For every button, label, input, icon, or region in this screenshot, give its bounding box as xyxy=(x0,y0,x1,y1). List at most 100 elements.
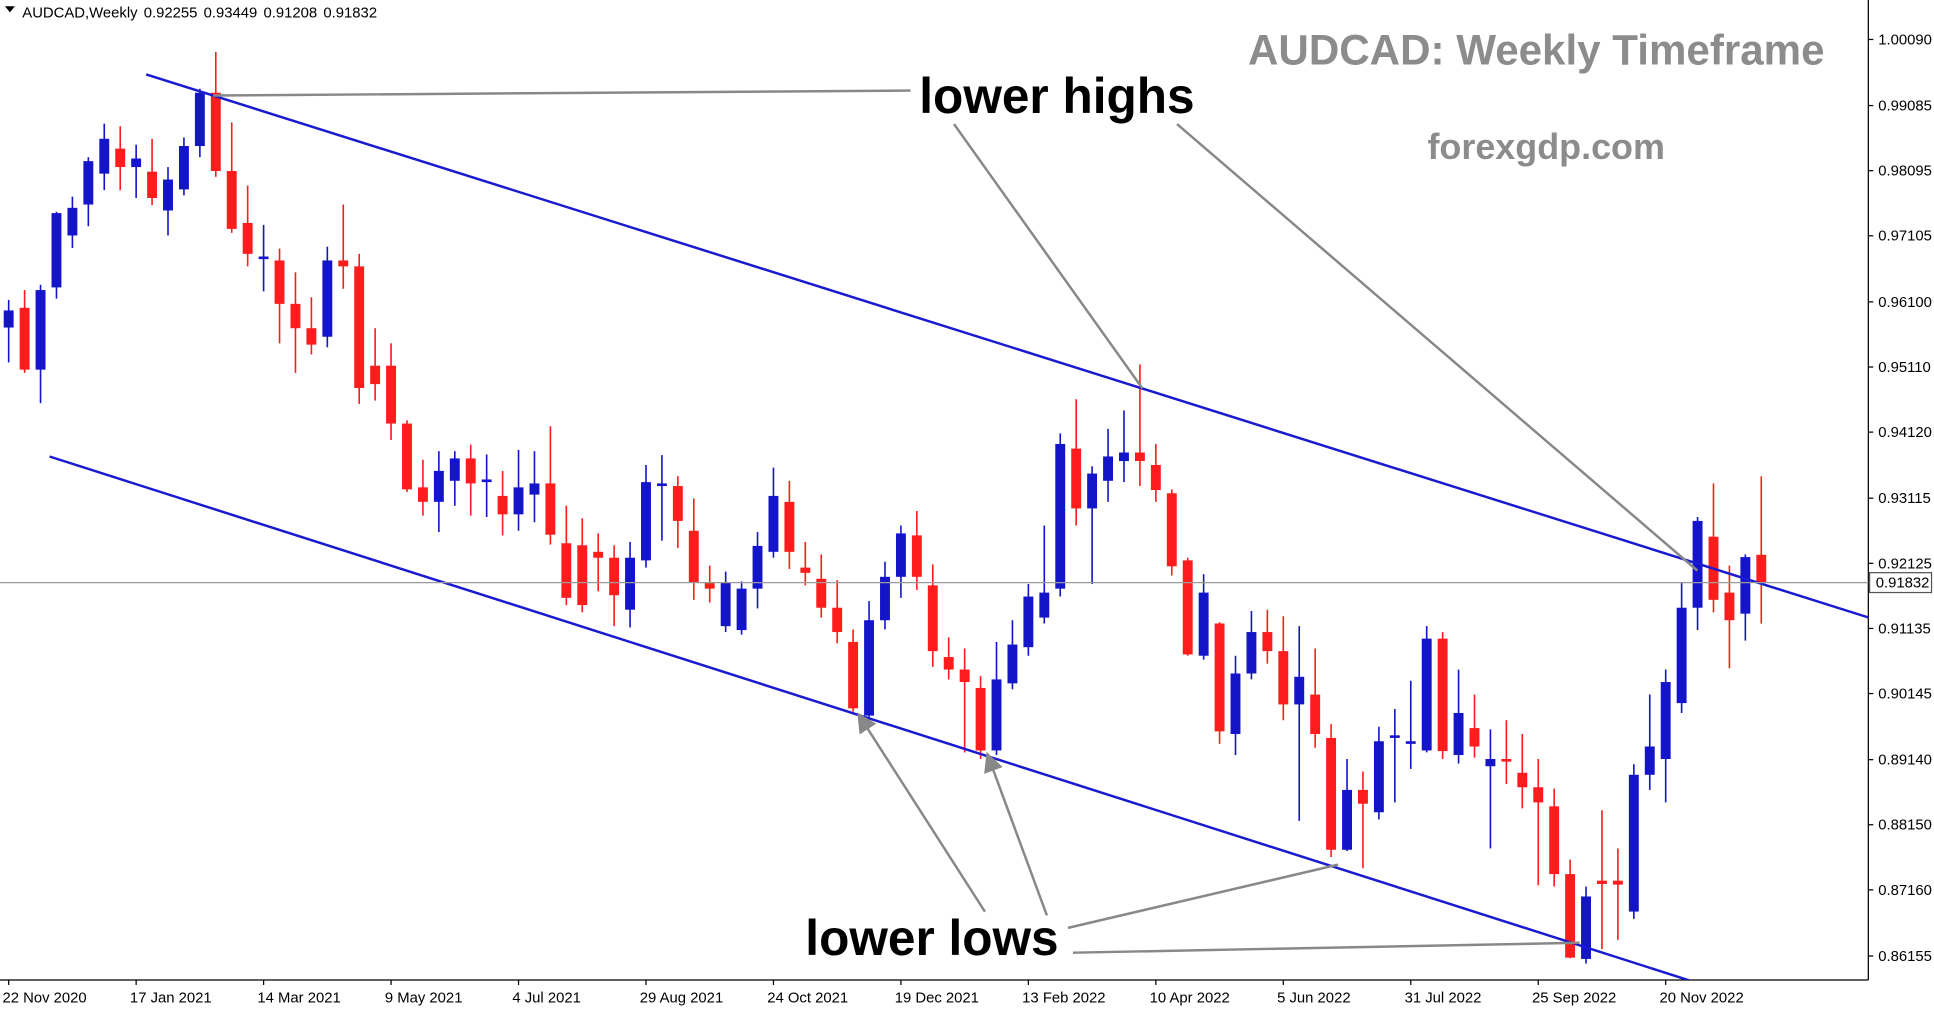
candle-body xyxy=(1517,772,1528,788)
pointers xyxy=(213,89,1699,954)
header-high: 0.93449 xyxy=(204,5,258,21)
candle-body xyxy=(1150,465,1161,490)
annotation: lower lows xyxy=(805,910,1058,966)
candle-body xyxy=(1310,694,1321,735)
y-tick-label: 0.95110 xyxy=(1878,360,1931,376)
y-tick-label: 0.87160 xyxy=(1878,883,1932,899)
candle-body xyxy=(1644,746,1655,775)
x-tick-label: 4 Jul 2021 xyxy=(512,990,581,1006)
annotation: lower highs xyxy=(919,68,1194,124)
y-tick-label: 0.98095 xyxy=(1878,164,1932,180)
candle-body xyxy=(959,669,970,683)
candle-body xyxy=(943,657,954,670)
candle-body xyxy=(115,148,126,168)
candle-body xyxy=(1405,741,1416,744)
x-tick-label: 19 Dec 2021 xyxy=(895,990,979,1006)
y-tick-label: 0.90145 xyxy=(1878,687,1932,703)
candle-body xyxy=(784,501,795,552)
candle-body xyxy=(1740,557,1751,614)
candles xyxy=(3,51,1767,964)
candle-body xyxy=(1501,758,1512,762)
candle-body xyxy=(672,486,683,521)
y-tick-label: 0.99085 xyxy=(1878,99,1932,115)
candle-body xyxy=(545,483,556,535)
y-tick-label: 0.94120 xyxy=(1878,425,1932,441)
candle-body xyxy=(577,545,588,606)
x-tick-label: 13 Feb 2022 xyxy=(1022,990,1105,1006)
candle-body xyxy=(51,213,62,288)
candle-body xyxy=(1230,673,1241,735)
y-tick-label: 0.92125 xyxy=(1878,556,1932,572)
candle-body xyxy=(1421,638,1432,751)
current-price-box xyxy=(1868,572,1933,594)
candle-body xyxy=(226,171,237,229)
candle-body xyxy=(1055,443,1066,589)
pointer xyxy=(952,123,1144,389)
candle-body xyxy=(417,487,428,502)
candle-body xyxy=(1007,644,1018,684)
candle-body xyxy=(1182,560,1193,655)
candle-body xyxy=(3,310,14,328)
candle-body xyxy=(67,207,78,236)
candle-body xyxy=(513,487,524,515)
candle-body xyxy=(258,256,269,260)
candle-body xyxy=(1453,712,1464,756)
candle-body xyxy=(1597,880,1607,884)
candle-body xyxy=(481,479,492,483)
candle-body xyxy=(864,620,875,716)
candle-body xyxy=(1039,592,1050,618)
pointer xyxy=(984,751,1049,916)
x-tick-label: 5 Jun 2022 xyxy=(1277,990,1351,1006)
x-tick-label: 22 Nov 2020 xyxy=(2,990,86,1006)
candle-body xyxy=(290,303,301,329)
candle-body xyxy=(433,470,444,502)
candle-body xyxy=(1119,452,1129,462)
pointer xyxy=(857,712,987,913)
candle-body xyxy=(1071,448,1082,509)
current-price-label: 0.91832 xyxy=(1876,576,1930,592)
x-tick-label: 24 Oct 2021 xyxy=(767,990,848,1006)
header-open: 0.92255 xyxy=(144,5,198,21)
candle-body xyxy=(1612,880,1623,885)
x-tick-label: 9 May 2021 xyxy=(385,990,463,1006)
x-tick-label: 17 Jan 2021 xyxy=(130,990,212,1006)
candle-body xyxy=(19,307,30,370)
candle-body xyxy=(1198,592,1209,656)
candle-body xyxy=(625,557,636,610)
candle-body xyxy=(497,495,508,515)
pointer xyxy=(213,89,911,97)
candle-body xyxy=(338,260,349,267)
candle-body xyxy=(1278,651,1289,705)
candle-body xyxy=(991,679,1002,751)
chart-subtitle: forexgdp.com xyxy=(1427,126,1664,167)
candle-body xyxy=(83,161,94,205)
candle-body xyxy=(1533,787,1544,803)
candle-body xyxy=(911,535,922,577)
candle-body xyxy=(1485,758,1496,767)
x-tick-label: 31 Jul 2022 xyxy=(1405,990,1482,1006)
candle-body xyxy=(895,533,906,577)
candle-body xyxy=(736,588,747,631)
candle-body xyxy=(768,495,779,552)
candle-body xyxy=(656,483,667,487)
candle-body xyxy=(306,328,317,345)
candle-body xyxy=(1246,632,1257,674)
candle-body xyxy=(975,687,986,751)
symbol: AUDCAD,Weekly xyxy=(22,5,138,21)
candle-body xyxy=(242,222,253,254)
candle-body xyxy=(1166,493,1177,567)
y-tick-label: 0.96100 xyxy=(1878,295,1932,311)
candle-body xyxy=(1389,735,1400,738)
y-tick-label: 0.91135 xyxy=(1878,621,1931,637)
x-tick-label: 29 Aug 2021 xyxy=(640,990,723,1006)
candle-body xyxy=(147,171,158,198)
candle-body xyxy=(35,290,46,370)
y-tick-label: 0.93115 xyxy=(1878,491,1931,507)
candle-body xyxy=(704,582,715,589)
candle-body xyxy=(178,146,189,190)
candle-body xyxy=(1628,774,1639,912)
chart-title: AUDCAD: Weekly Timeframe xyxy=(1248,26,1825,73)
candle-body xyxy=(752,545,763,589)
candle-body xyxy=(848,641,859,709)
